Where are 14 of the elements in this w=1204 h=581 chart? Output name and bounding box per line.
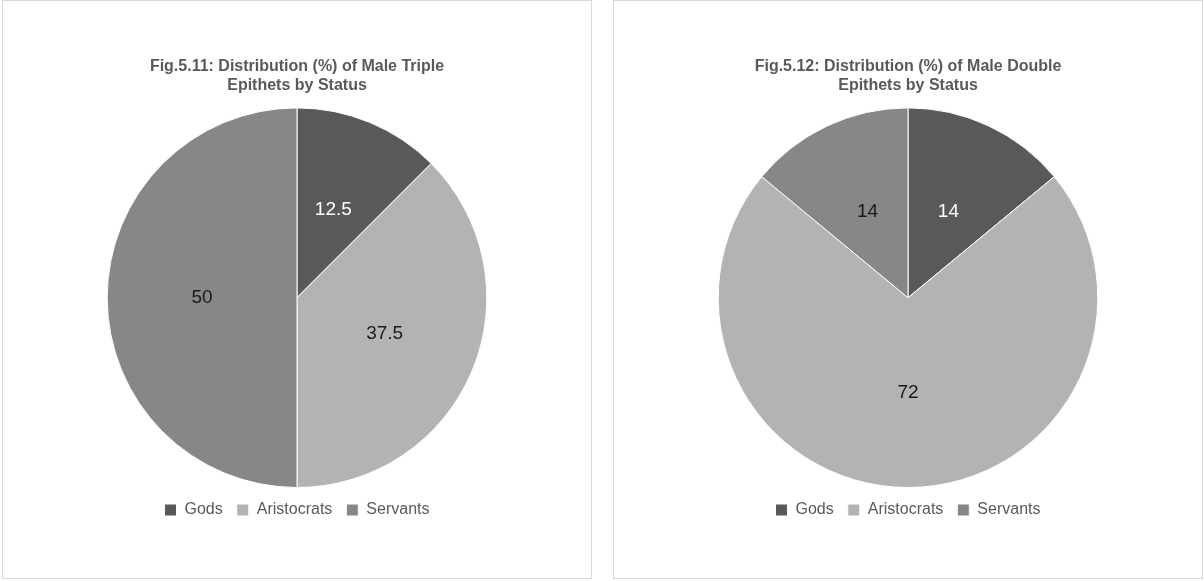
legend-label: Gods (795, 500, 834, 518)
legend-label: Aristocrats (867, 500, 944, 518)
data-label: 14 (857, 200, 879, 222)
data-label: 14 (937, 200, 960, 222)
data-label: 12.5 (314, 198, 352, 220)
data-label: 72 (897, 380, 919, 402)
legend-label: Servants (977, 500, 1041, 518)
chart-title: Fig.5.12: Distribution (%) of Male Double Epithets by Status (754, 57, 1062, 94)
legend-label: Servants (366, 500, 430, 518)
legend-label: Gods (184, 500, 223, 518)
legend-label: Aristocrats (256, 500, 333, 518)
chart-title: Fig.5.11: Distribution (%) of Male Triple Epithets by Status (149, 57, 445, 94)
data-label: 37.5 (366, 322, 404, 344)
data-label: 50 (191, 285, 213, 307)
